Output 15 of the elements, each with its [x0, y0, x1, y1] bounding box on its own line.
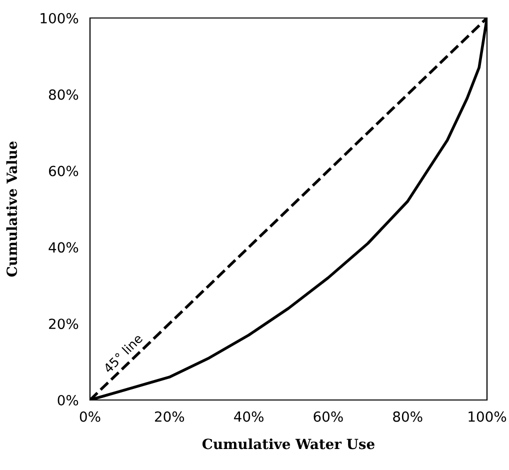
annotation: 45° line [102, 333, 144, 374]
y-tick-label: 60% [48, 166, 78, 176]
x-tick-label: 20% [154, 411, 184, 422]
y-tick-label: 0% [58, 394, 78, 406]
x-tick-label: 100% [468, 411, 506, 422]
y-tick-label: 100% [40, 12, 78, 24]
x-tick-label: 40% [234, 411, 264, 422]
y-tick-label: 40% [48, 242, 78, 253]
y-tick-label: 20% [49, 318, 78, 330]
x-tick-label: 80% [393, 411, 422, 422]
x-tick-label: 0% [80, 411, 100, 422]
y-axis-title: Cumulative Value [6, 141, 18, 277]
y-tick-label: 80% [48, 89, 78, 100]
x-axis-title: Cumulative Water Use [202, 438, 374, 450]
x-tick-label: 60% [314, 411, 343, 422]
